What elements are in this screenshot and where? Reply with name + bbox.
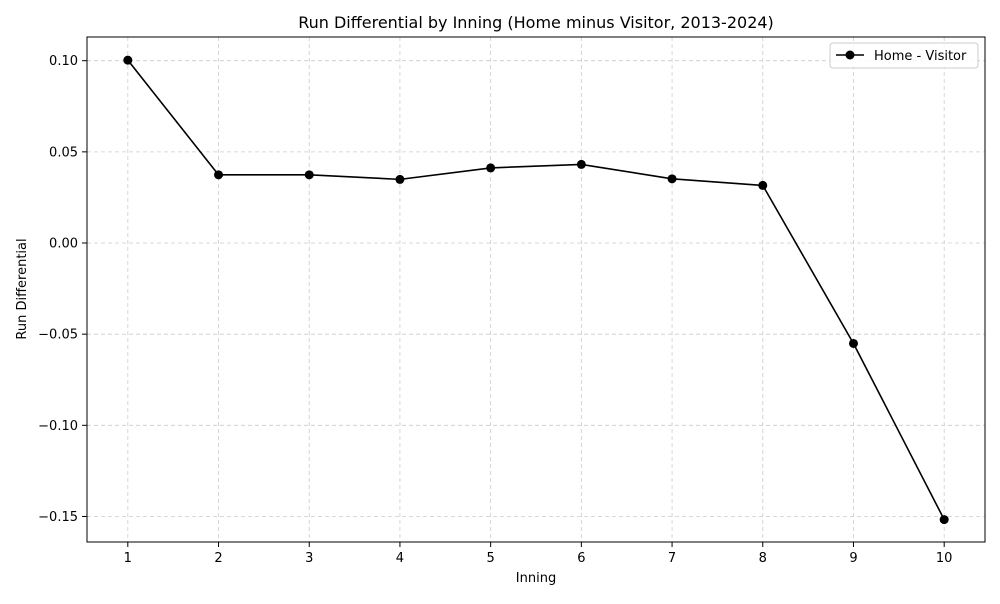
x-tick-label: 9 bbox=[849, 551, 857, 566]
data-point bbox=[939, 515, 949, 525]
x-tick-label: 1 bbox=[124, 551, 132, 566]
x-tick-label: 8 bbox=[759, 551, 767, 566]
plot-frame bbox=[86, 36, 986, 543]
y-tick-label: −0.15 bbox=[38, 510, 78, 525]
data-point bbox=[304, 170, 314, 180]
axes: 1 2 3 4 5 6 7 8 9 10 0.10 0.05 0.00 −0.05 −0.10 −0.15 bbox=[38, 36, 986, 566]
y-tick-label: 0.05 bbox=[49, 145, 78, 160]
y-tick-label: 0.00 bbox=[49, 237, 78, 252]
y-tick-label: −0.05 bbox=[38, 328, 78, 343]
data-point bbox=[123, 55, 133, 65]
legend-marker-swatch bbox=[845, 50, 855, 60]
legend: Home - Visitor bbox=[829, 42, 979, 69]
x-tick-label: 4 bbox=[396, 551, 404, 566]
y-tick-label: 0.10 bbox=[49, 54, 78, 69]
x-tick-label: 2 bbox=[214, 551, 222, 566]
data-point bbox=[214, 170, 224, 180]
x-tick-label: 6 bbox=[577, 551, 585, 566]
legend-box bbox=[829, 42, 979, 69]
y-tick-label: −0.10 bbox=[38, 419, 78, 434]
y-axis-label: Run Differential bbox=[15, 238, 30, 339]
data-point bbox=[576, 159, 586, 169]
data-point bbox=[848, 338, 858, 348]
x-axis-label: Inning bbox=[516, 571, 556, 586]
chart-title: Run Differential by Inning (Home minus V… bbox=[298, 13, 774, 32]
x-tick-label: 10 bbox=[936, 551, 953, 566]
grid-lines bbox=[87, 37, 985, 542]
series-layer bbox=[123, 55, 949, 525]
data-point bbox=[486, 163, 496, 173]
data-point bbox=[395, 174, 405, 184]
data-point bbox=[667, 174, 677, 184]
legend-label: Home - Visitor bbox=[874, 49, 967, 64]
data-point bbox=[758, 180, 768, 190]
x-tick-label: 7 bbox=[668, 551, 676, 566]
x-tick-label: 3 bbox=[305, 551, 313, 566]
x-tick-label: 5 bbox=[487, 551, 495, 566]
series-line bbox=[127, 59, 945, 520]
